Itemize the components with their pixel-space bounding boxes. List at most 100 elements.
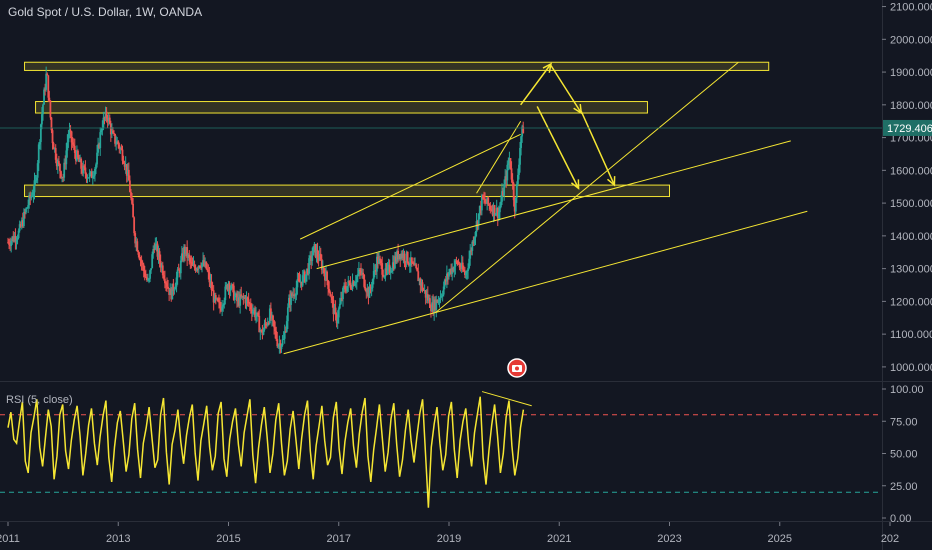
projection-arrow[interactable] [580,111,616,186]
trendline[interactable] [299,133,521,240]
candle-body [498,206,501,213]
candle-body [286,307,289,322]
candle-body [141,263,144,265]
candle-body [123,163,126,167]
candle-body [251,311,254,314]
candle-body [369,287,372,289]
candle-body [70,131,73,143]
candle-body [233,295,236,300]
candle-body [451,267,454,274]
candle-body [359,269,361,271]
candle-body [179,260,182,274]
rsi-line[interactable] [7,396,525,508]
rsi-tick-label: 50.00 [890,449,918,461]
candle-body [465,272,467,275]
candle-body [145,277,148,281]
time-tick-label: 2015 [216,533,240,545]
candle-body [478,205,481,214]
rsi-tick-label: 100.00 [890,384,924,396]
candle-body [254,309,256,318]
candle-body [165,283,167,285]
candle-body [328,288,331,293]
candle-body [323,267,325,273]
candle-body [231,284,234,286]
resistance-zone[interactable] [24,61,770,71]
candle-body [294,295,297,297]
trendline[interactable] [316,140,791,270]
candle-body [92,175,95,177]
candle-body [203,260,206,266]
candle-body [391,262,394,271]
price-tick-label: 1500.000 [890,198,932,210]
candle-body [302,271,305,276]
candle-body [136,241,139,252]
candle-body [129,180,131,192]
candle-body [466,270,468,273]
candle-body [47,75,50,98]
candle-body [115,143,118,145]
projection-arrow[interactable] [520,63,552,106]
candle-body [338,303,341,309]
candle-body [88,172,91,178]
candle-body [423,290,426,292]
rsi-trendline[interactable] [481,391,532,407]
candles[interactable] [7,66,525,354]
resistance-zone[interactable] [35,101,648,114]
candle-body [336,317,339,324]
candle-body [134,233,137,244]
candle-body [381,263,384,275]
candle-body [496,207,499,219]
candle-body [99,132,102,149]
candle-body [163,278,166,284]
candle-body [426,294,429,301]
candle-body [52,143,55,150]
trendline[interactable] [434,61,739,314]
candle-body [330,296,333,298]
candle-body [379,258,381,261]
rsi-panel[interactable] [0,391,882,508]
candle-body [329,292,332,297]
time-tick-label: 2023 [657,533,681,545]
candle-body [364,286,367,291]
projection-arrow[interactable] [550,65,582,114]
candle-body [223,300,226,306]
candle-body [124,164,127,167]
candle-body [331,296,334,300]
candle-body [36,163,39,178]
candle-body [32,192,35,196]
candle-body [65,150,68,165]
horizontal-zones[interactable] [24,61,770,198]
candle-body [86,177,89,179]
candle-body [178,270,181,274]
candle-body [90,171,93,179]
trendline[interactable] [283,210,808,355]
resistance-zone[interactable] [24,184,671,198]
candle-body [268,308,271,324]
candle-body [21,220,24,226]
candle-body [477,213,480,226]
candle-body [333,307,336,315]
candle-body [33,180,36,193]
candle-body [14,235,17,242]
candle-body [514,197,517,212]
candle-body [127,169,130,181]
candle-body [258,315,261,333]
candle-body [193,264,196,268]
candle-body [155,243,158,245]
candle-body [433,299,436,314]
candle-body [144,276,147,278]
drawings[interactable] [0,61,882,355]
candle-body [209,281,212,283]
trendline[interactable] [476,120,522,194]
snapshot-icon[interactable] [507,358,527,378]
candle-body [95,164,97,169]
candle-body [307,268,309,274]
candle-body [143,270,146,277]
candle-body [97,144,100,153]
candle-body [244,297,247,304]
candle-body [131,197,133,204]
candle-body [348,280,351,284]
projection-arrow[interactable] [536,106,580,189]
candle-body [78,157,80,162]
